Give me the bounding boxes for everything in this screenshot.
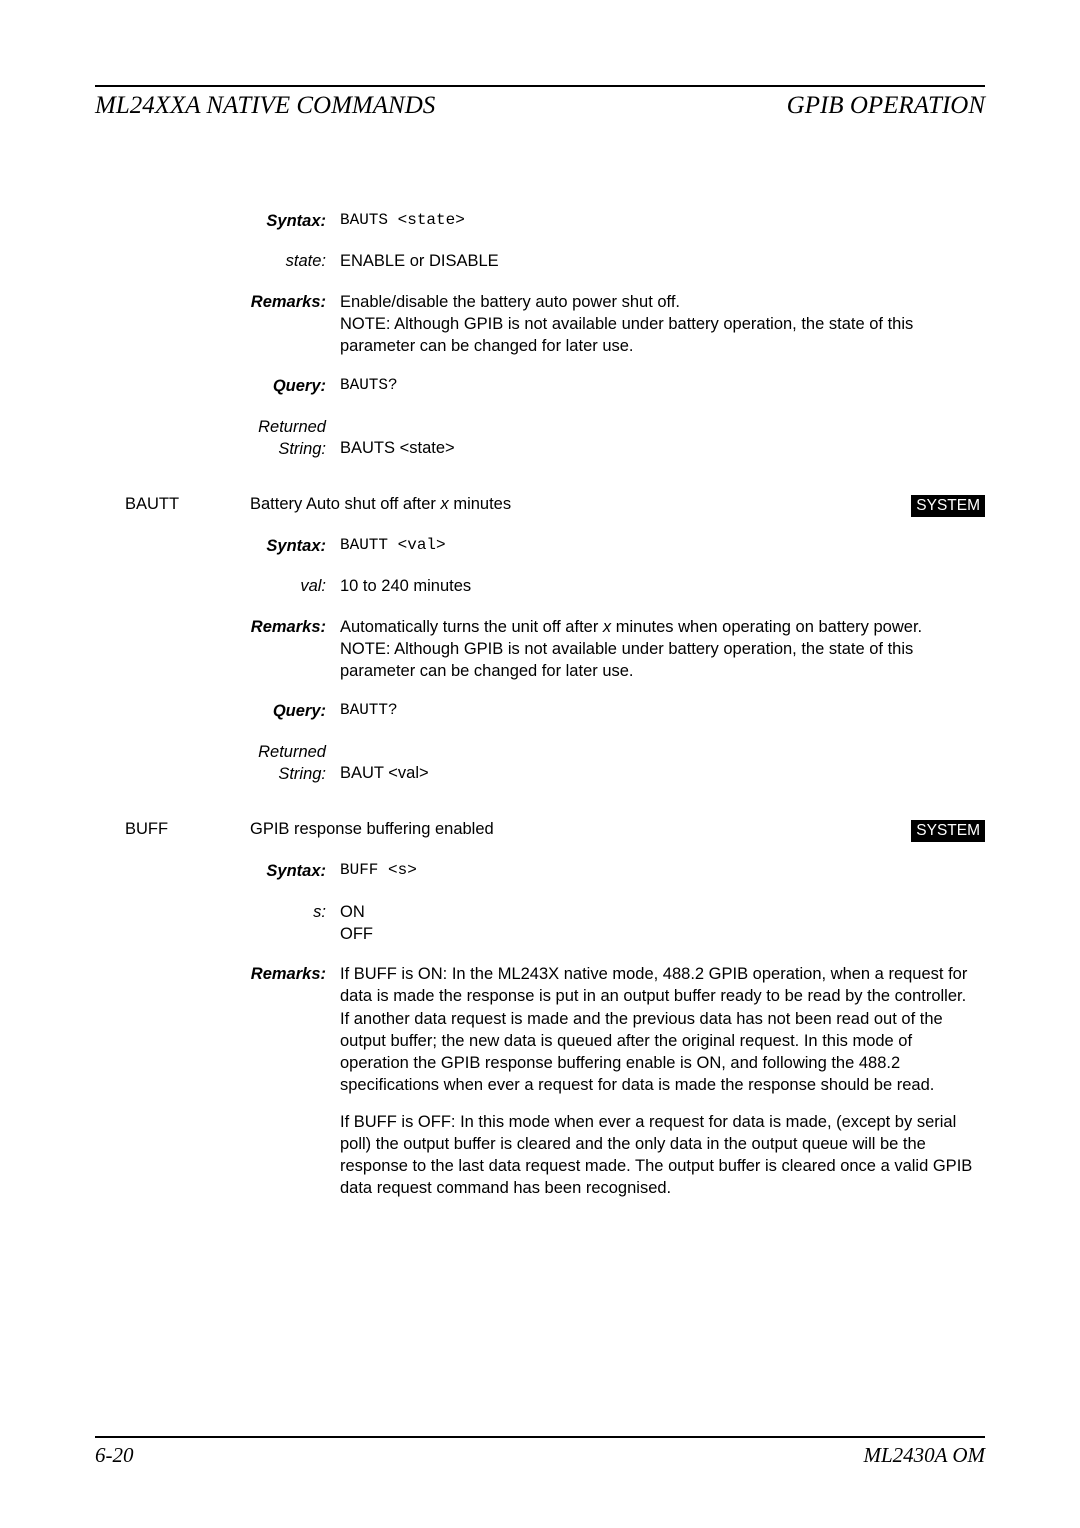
state-value: ENABLE or DISABLE [340,250,985,272]
syntax-label: Syntax: [125,860,340,882]
query-value: BAUTT? [340,700,985,722]
bauts-remarks-row: Remarks: Enable/disable the battery auto… [125,291,985,358]
bautt-desc-prefix: Battery Auto shut off after [250,495,440,513]
footer-left: 6-20 [95,1443,134,1468]
returned-label: Returned String: [125,416,340,461]
returned-value: BAUTS <state> [340,416,985,461]
system-badge: SYSTEM [911,495,985,517]
footer-rule [95,1436,985,1438]
header-left: ML24XXA NATIVE COMMANDS [95,92,435,120]
buff-remarks-p1: If BUFF is ON: In the ML243X native mode… [340,963,975,1097]
remarks-value: Enable/disable the battery auto power sh… [340,291,985,358]
s-value: ON OFF [340,901,985,946]
remarks-value: Automatically turns the unit off after x… [340,616,985,683]
returned-label-line1: Returned [258,743,326,761]
buff-remarks-p2: If BUFF is OFF: In this mode when ever a… [340,1111,975,1200]
buff-header-row: BUFF GPIB response buffering enabled SYS… [125,820,985,842]
query-value: BAUTS? [340,375,985,397]
syntax-label: Syntax: [125,210,340,232]
bautt-desc-x: x [440,495,448,513]
s-label: s: [125,901,340,946]
state-label: state: [125,250,340,272]
buff-name: BUFF [125,820,250,839]
content-area: Syntax: BAUTS <state> state: ENABLE or D… [95,210,985,1200]
bautt-desc-suffix: minutes [449,495,511,513]
system-badge: SYSTEM [911,820,985,842]
val-value: 10 to 240 minutes [340,575,985,597]
page-header: ML24XXA NATIVE COMMANDS GPIB OPERATION [95,92,985,120]
header-right: GPIB OPERATION [787,92,985,120]
returned-value: BAUT <val> [340,741,985,786]
buff-desc: GPIB response buffering enabled [250,820,911,839]
query-label: Query: [125,375,340,397]
bautt-query-row: Query: BAUTT? [125,700,985,722]
page-footer: 6-20 ML2430A OM [95,1436,985,1468]
bautt-returned-row: Returned String: BAUT <val> [125,741,985,786]
bautt-remarks-prefix: Automatically turns the unit off after [340,618,603,636]
remarks-label: Remarks: [125,291,340,358]
returned-label-line1: Returned [258,418,326,436]
footer-content: 6-20 ML2430A OM [95,1443,985,1468]
returned-label: Returned String: [125,741,340,786]
header-rule [95,85,985,87]
remarks-label: Remarks: [125,963,340,1200]
bautt-desc: Battery Auto shut off after x minutes [250,495,911,514]
bauts-state-row: state: ENABLE or DISABLE [125,250,985,272]
buff-syntax-row: Syntax: BUFF <s> [125,860,985,882]
remarks-label: Remarks: [125,616,340,683]
query-label: Query: [125,700,340,722]
syntax-value: BUFF <s> [340,860,985,882]
bautt-remarks-x: x [603,618,611,636]
buff-s-row: s: ON OFF [125,901,985,946]
bautt-badge-col: SYSTEM [911,495,985,517]
buff-remarks-row: Remarks: If BUFF is ON: In the ML243X na… [125,963,985,1200]
bautt-syntax-row: Syntax: BAUTT <val> [125,535,985,557]
syntax-value: BAUTS <state> [340,210,985,232]
bautt-header-row: BAUTT Battery Auto shut off after x minu… [125,495,985,517]
returned-label-line2: String: [278,765,326,783]
syntax-label: Syntax: [125,535,340,557]
bauts-syntax-row: Syntax: BAUTS <state> [125,210,985,232]
bautt-val-row: val: 10 to 240 minutes [125,575,985,597]
returned-label-line2: String: [278,440,326,458]
val-label: val: [125,575,340,597]
footer-right: ML2430A OM [863,1443,985,1468]
bauts-returned-row: Returned String: BAUTS <state> [125,416,985,461]
buff-badge-col: SYSTEM [911,820,985,842]
bauts-query-row: Query: BAUTS? [125,375,985,397]
syntax-value: BAUTT <val> [340,535,985,557]
remarks-value: If BUFF is ON: In the ML243X native mode… [340,963,985,1200]
bautt-name: BAUTT [125,495,250,514]
bautt-remarks-row: Remarks: Automatically turns the unit of… [125,616,985,683]
